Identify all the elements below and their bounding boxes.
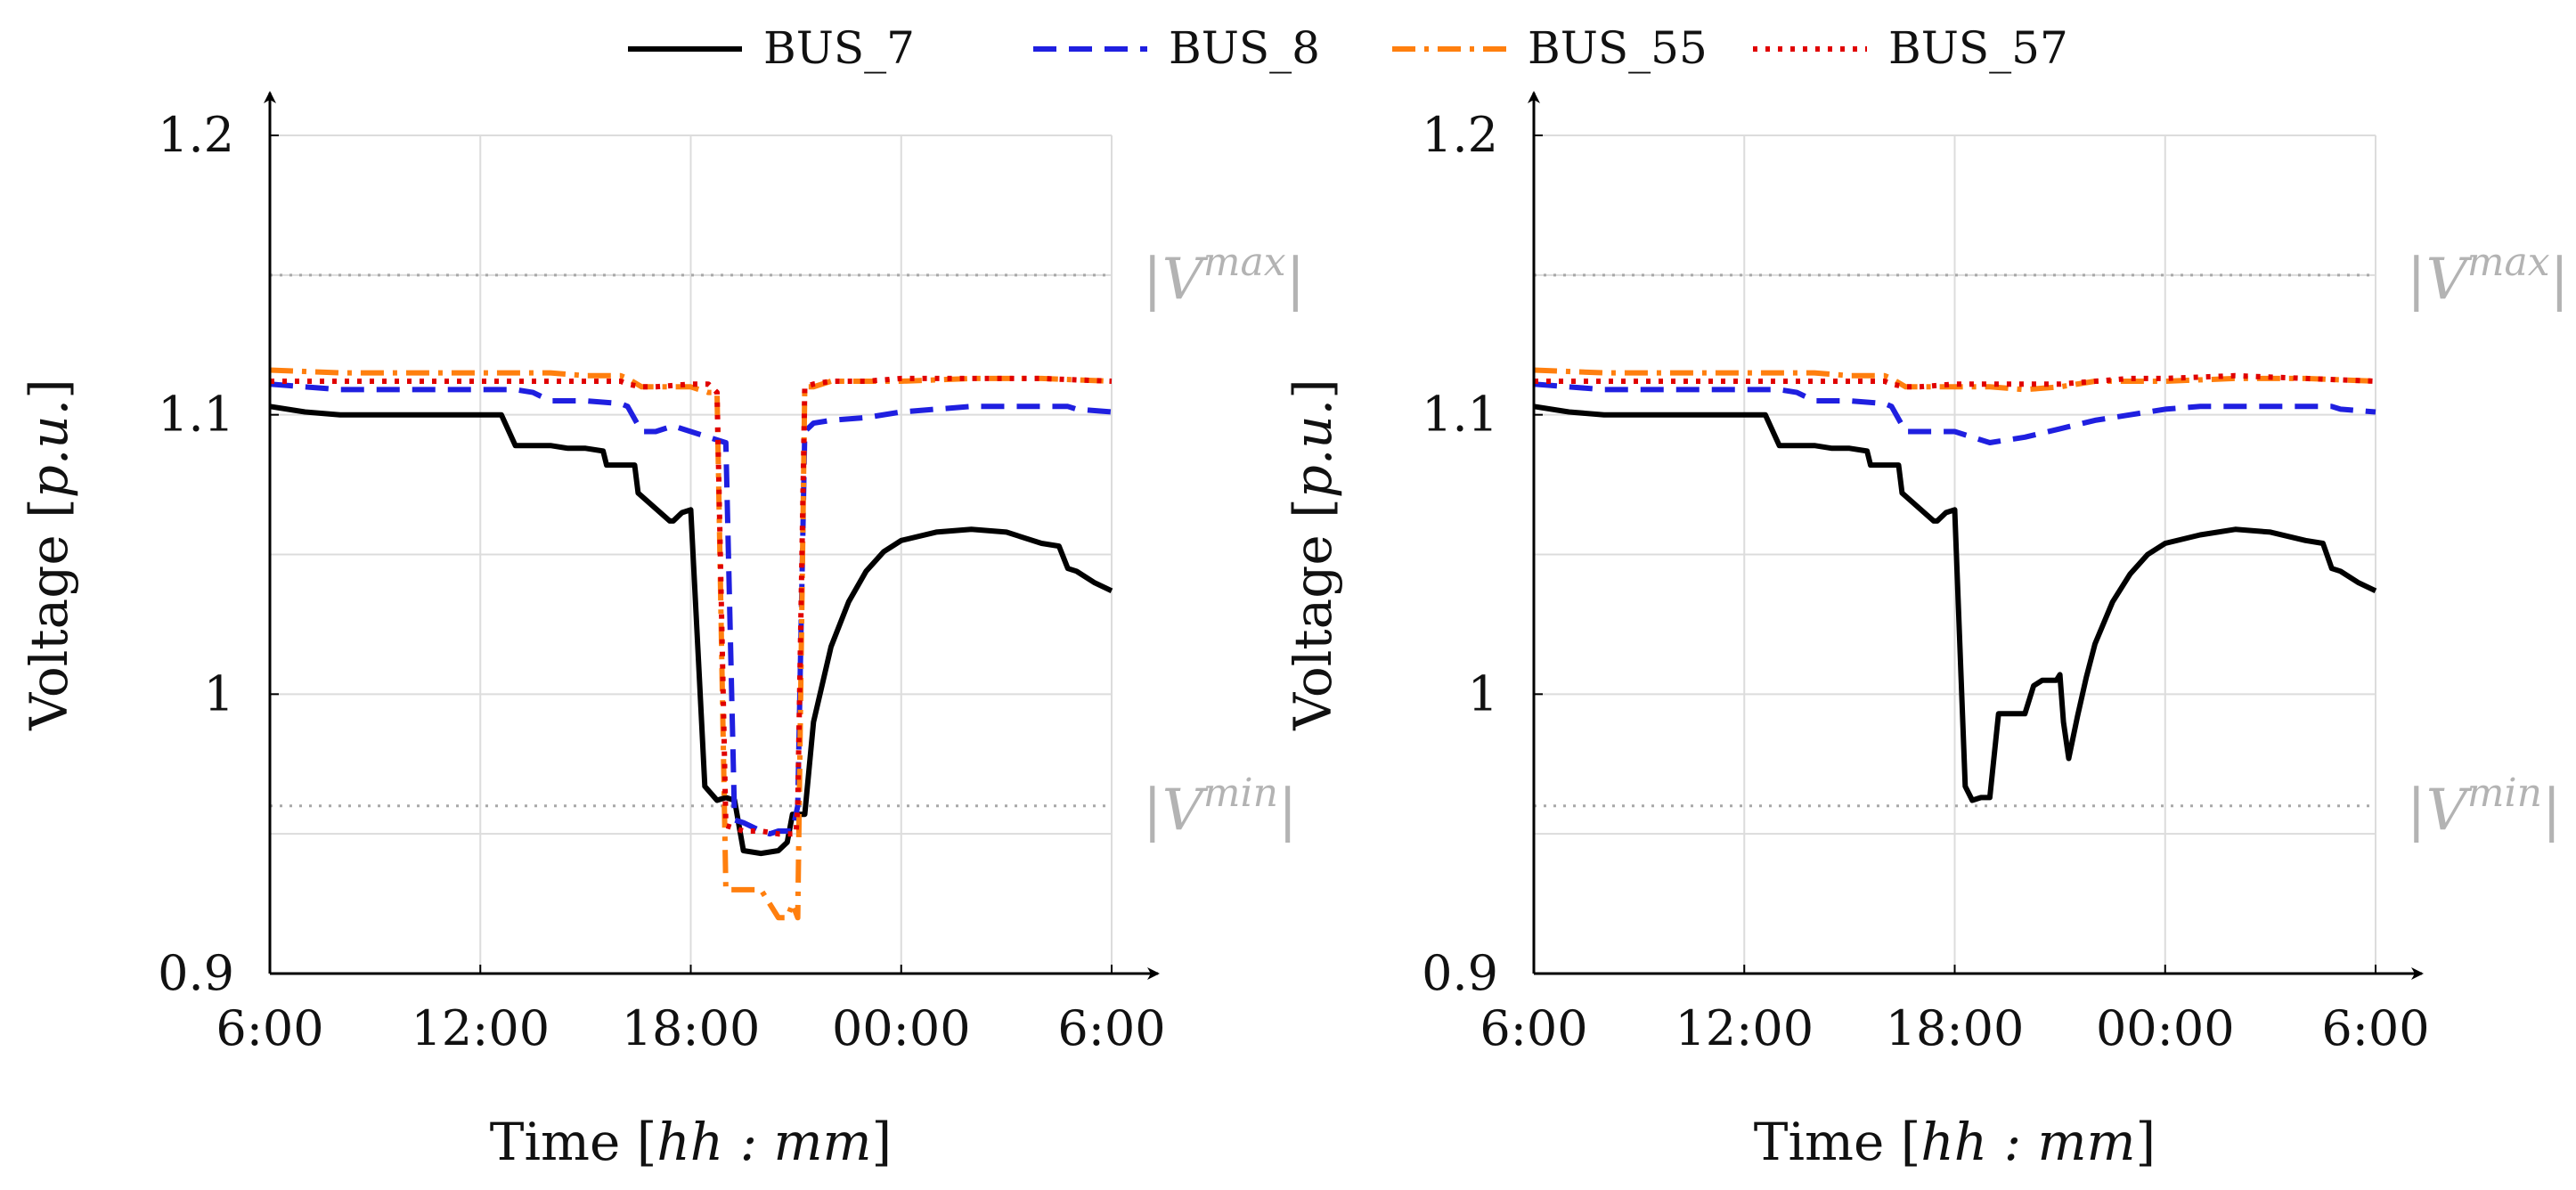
legend: BUS_7 BUS_8 BUS_55 BUS_57: [628, 22, 2068, 74]
y-tick-label: 0.9: [158, 945, 234, 1001]
series-line-bus-7: [269, 403, 1113, 857]
legend-label-bus-57: BUS_57: [1888, 22, 2068, 74]
legend-item-bus-57: BUS_57: [1753, 22, 2068, 74]
legend-label-bus-7: BUS_7: [763, 22, 915, 74]
y-tick-label: 0.9: [1422, 945, 1498, 1001]
y-tick-label: 1: [204, 665, 234, 721]
x-axis-label: Time [hh : mm]: [490, 1112, 892, 1172]
chart-left: |Vmax||Vmin|6:00 12:00 18:00 00:00 6:000.911…: [19, 91, 1305, 1172]
x-tick-label: 12:00: [411, 1000, 550, 1056]
y-tick-label: 1: [1468, 665, 1498, 721]
x-tick-label: 12:00: [1675, 1000, 1814, 1056]
x-tick-label: 18:00: [622, 1000, 761, 1056]
legend-label-bus-8: BUS_8: [1169, 22, 1320, 74]
series-line-bus-55: [269, 367, 1113, 921]
y-axis-label: Voltage [p.u.]: [19, 379, 79, 730]
legend-label-bus-55: BUS_55: [1528, 22, 1708, 74]
limit-label-max: |Vmax|: [2407, 240, 2569, 313]
limit-label-max: |Vmax|: [1143, 240, 1305, 313]
series-line-bus-8: [1533, 381, 2376, 445]
x-tick-label: 6:00: [2321, 1000, 2429, 1056]
series-line-bus-7: [1533, 403, 2377, 803]
x-tick-label: 6:00: [216, 1000, 323, 1056]
chart-right: |Vmax||Vmin|6:00 12:00 18:00 00:00 6:000.911…: [1283, 91, 2569, 1172]
y-tick-label: 1.1: [1422, 387, 1498, 443]
y-tick-label: 1.2: [158, 107, 234, 163]
y-tick-label: 1.1: [158, 387, 234, 443]
x-tick-label: 00:00: [2096, 1000, 2235, 1056]
limit-label-min: |Vmin|: [2407, 770, 2561, 844]
y-tick-label: 1.2: [1422, 107, 1498, 163]
series-line-bus-8: [269, 381, 1113, 837]
legend-item-bus-8: BUS_8: [1033, 22, 1320, 74]
y-axis-label: Voltage [p.u.]: [1283, 379, 1343, 730]
series-line-bus-57: [270, 375, 1113, 837]
series-group: [269, 367, 1113, 921]
x-tick-label: 00:00: [832, 1000, 971, 1056]
x-tick-label: 18:00: [1886, 1000, 2025, 1056]
x-tick-label: 6:00: [1480, 1000, 1587, 1056]
legend-item-bus-7: BUS_7: [628, 22, 915, 74]
limit-label-min: |Vmin|: [1143, 770, 1297, 844]
x-axis-label: Time [hh : mm]: [1754, 1112, 2156, 1172]
legend-item-bus-55: BUS_55: [1392, 22, 1708, 74]
series-group: [1533, 367, 2377, 803]
grid: [1533, 134, 2376, 974]
x-tick-label: 6:00: [1057, 1000, 1165, 1056]
